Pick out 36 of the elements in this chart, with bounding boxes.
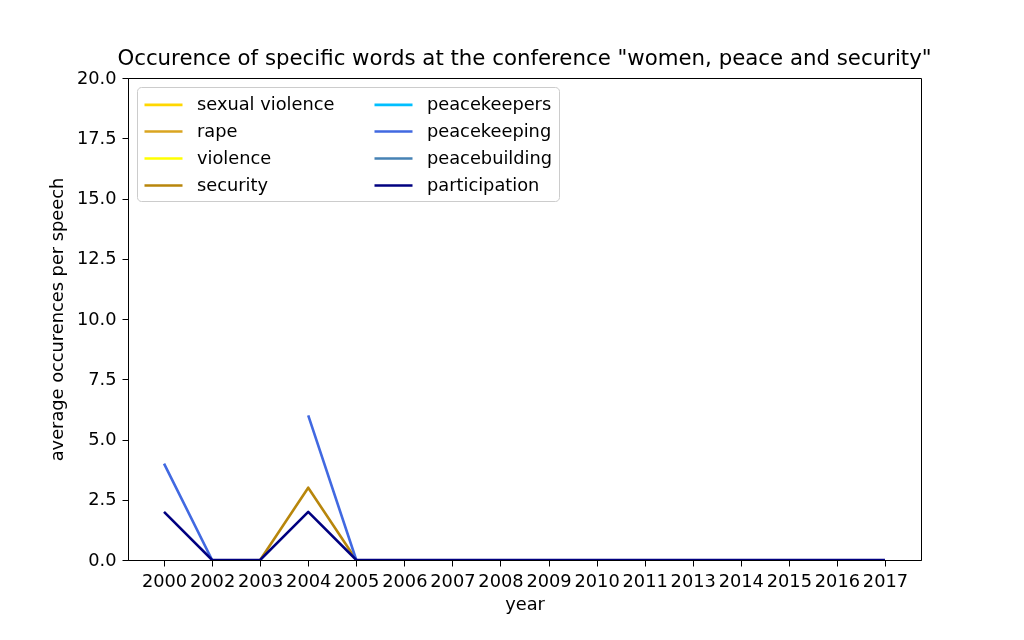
- x-tick-label: 2003: [238, 569, 284, 591]
- y-axis-title: average occurences per speech: [45, 177, 67, 462]
- x-axis-title: year: [505, 593, 546, 615]
- x-tick-label: 2007: [430, 569, 476, 591]
- x-tick-label: 2013: [670, 569, 716, 591]
- x-tick-label: 2010: [574, 569, 620, 591]
- legend-label: rape: [197, 119, 238, 141]
- x-tick-label: 2017: [862, 569, 909, 591]
- y-tick-label: 12.5: [76, 247, 117, 269]
- legend-label: peacekeeping: [427, 119, 552, 141]
- x-tick-label: 2011: [622, 569, 668, 591]
- y-tick-label: 5.0: [88, 428, 117, 449]
- x-tick-label: 2016: [814, 569, 861, 591]
- y-tick-label: 15.0: [76, 187, 117, 208]
- x-tick-label: 2002: [189, 569, 236, 591]
- legend-label: security: [197, 173, 268, 195]
- chart-title: Occurence of specific words at the conference "women, peace and security": [117, 44, 932, 70]
- legend-label: peacebuilding: [427, 146, 553, 168]
- y-tick-label: 0.0: [88, 548, 117, 570]
- y-tick-label: 20.0: [76, 66, 117, 88]
- x-tick-label: 2005: [334, 569, 380, 591]
- legend-label: violence: [197, 146, 272, 168]
- x-tick-label: 2008: [478, 569, 524, 591]
- x-tick-label: 2015: [766, 569, 812, 591]
- x-tick-label: 2009: [526, 569, 572, 591]
- y-tick-label: 17.5: [76, 126, 117, 148]
- y-tick-label: 7.5: [88, 367, 117, 389]
- x-tick-label: 2006: [382, 569, 428, 591]
- y-tick-label: 2.5: [88, 488, 117, 510]
- legend-label: sexual violence: [197, 92, 335, 114]
- legend-label: participation: [427, 173, 540, 195]
- y-tick-label: 10.0: [76, 307, 117, 329]
- x-tick-label: 2004: [286, 569, 332, 591]
- x-tick-label: 2014: [718, 569, 764, 591]
- x-tick-label: 2000: [141, 569, 188, 591]
- legend-label: peacekeepers: [427, 92, 552, 114]
